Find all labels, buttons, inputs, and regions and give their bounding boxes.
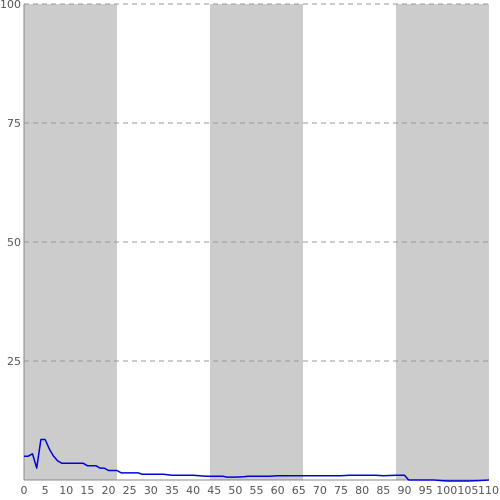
y-tick-label: 75: [7, 117, 21, 130]
x-tick-label: 70: [313, 484, 327, 497]
x-tick-label: 80: [355, 484, 369, 497]
x-tick-label: 90: [397, 484, 411, 497]
x-tick-label: 45: [207, 484, 221, 497]
x-tick-label: 60: [271, 484, 285, 497]
y-tick-label: 50: [7, 236, 21, 249]
x-tick-label: 10: [59, 484, 73, 497]
x-tick-label: 110: [478, 484, 499, 497]
x-tick-label: 55: [250, 484, 264, 497]
x-tick-label: 35: [165, 484, 179, 497]
x-tick-label: 20: [102, 484, 116, 497]
x-tick-label: 0: [21, 484, 28, 497]
gridlines: [24, 3, 489, 362]
x-tick-label: 65: [292, 484, 306, 497]
x-tick-label: 85: [376, 484, 390, 497]
x-tick-labels: 0 5 10 15 20 25 30 35 40 45 50 55 60 65 70 75 80 85 90 95 10…: [21, 484, 500, 497]
x-tick-label: 5: [42, 484, 49, 497]
y-tick-labels: 25 50 75 100: [0, 0, 21, 368]
series-line-0: [24, 438, 490, 482]
x-tick-label: 100: [436, 484, 457, 497]
x-tick-label: 75: [334, 484, 348, 497]
x-tick-label: 95: [419, 484, 433, 497]
x-tick-label: 40: [186, 484, 200, 497]
y-tick-label: 25: [7, 355, 21, 368]
x-tick-label: 50: [228, 484, 242, 497]
x-tick-label: 25: [123, 484, 137, 497]
y-tick-label: 100: [0, 0, 21, 11]
x-tick-label: 15: [80, 484, 94, 497]
x-tick-label: 30: [144, 484, 158, 497]
series-layer: [24, 438, 490, 482]
x-tick-label: 105: [457, 484, 478, 497]
shaded-bands: [24, 4, 489, 480]
